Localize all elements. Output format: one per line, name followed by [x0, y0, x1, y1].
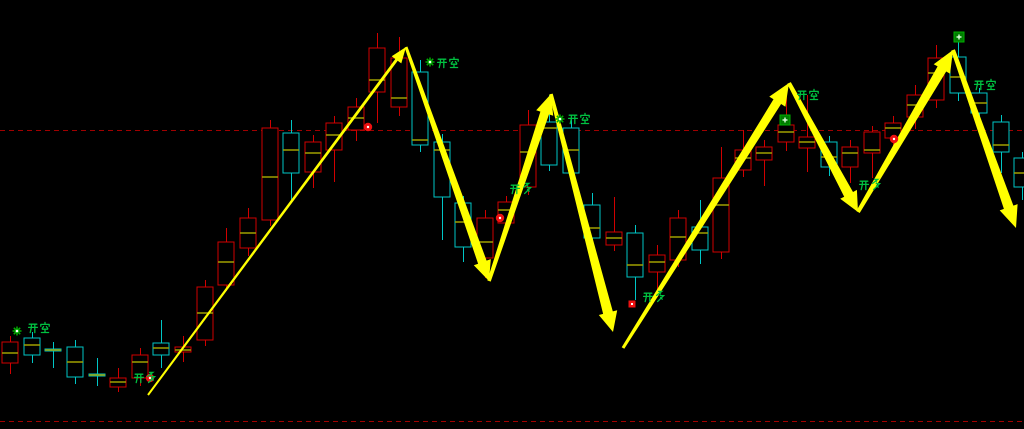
marker-center: [892, 137, 896, 141]
marker-center: [366, 125, 370, 129]
signal-label: [436, 56, 459, 69]
candle: [23, 332, 41, 363]
signal-label: [567, 112, 590, 125]
candle: [44, 342, 62, 368]
candle-body: [304, 141, 322, 173]
marker-center: [15, 329, 19, 333]
long-signal: [363, 122, 373, 132]
candle: [152, 320, 170, 368]
candle: [66, 340, 84, 384]
marker-center: [558, 117, 562, 121]
signal-label: [509, 182, 533, 195]
candle: [239, 208, 257, 256]
trend-arrow: [951, 49, 1018, 228]
long-signal: [858, 134, 899, 191]
short-signal: [779, 88, 819, 126]
candle: [261, 120, 279, 226]
label-glyph: [27, 323, 39, 334]
short-signal: [425, 56, 459, 69]
candle-body: [841, 146, 859, 168]
label-glyph: [809, 88, 819, 101]
candle-body: [949, 56, 967, 94]
long-signal: [628, 290, 666, 308]
label-glyph: [40, 321, 50, 334]
candle-body: [217, 241, 235, 286]
label-glyph: [522, 182, 533, 195]
label-glyph: [449, 56, 459, 69]
signal-label: [973, 78, 996, 91]
candle: [282, 120, 300, 202]
candle-body: [863, 131, 881, 154]
candle: [992, 115, 1010, 173]
trend-arrow: [549, 93, 618, 332]
candle: [798, 95, 816, 172]
candle: [605, 197, 623, 251]
candle-body: [261, 127, 279, 221]
trend-arrow: [147, 47, 406, 396]
candle: [1013, 152, 1024, 200]
candle-body: [648, 254, 666, 273]
candle: [863, 126, 881, 178]
candle: [755, 140, 773, 186]
candle: [196, 280, 214, 346]
label-glyph: [655, 290, 666, 303]
label-glyph: [567, 114, 579, 125]
label-glyph: [436, 58, 448, 69]
candle: [1, 336, 19, 374]
label-glyph: [133, 373, 145, 384]
candle-body: [540, 121, 558, 166]
marker-center: [498, 216, 502, 220]
label-glyph: [973, 80, 985, 91]
short-signal: [555, 112, 590, 125]
candle-body: [777, 124, 795, 143]
candle: [217, 228, 235, 291]
signal-label: [858, 178, 882, 191]
candle: [841, 140, 859, 183]
candle-body: [325, 122, 343, 151]
candle: [347, 98, 365, 141]
candle: [777, 96, 795, 151]
signal-label: [796, 88, 819, 101]
long-signal: [133, 371, 157, 384]
signal-label: [642, 290, 666, 303]
signal-label: [133, 371, 157, 384]
candle-body: [152, 342, 170, 356]
candle: [626, 225, 644, 300]
candle: [88, 358, 106, 386]
marker-center: [148, 376, 152, 380]
label-glyph: [580, 112, 590, 125]
long-signal: [495, 182, 533, 223]
candle-body: [992, 121, 1010, 153]
signal-label: [27, 321, 50, 334]
candle: [325, 116, 343, 182]
candle-body: [626, 232, 644, 278]
label-glyph: [858, 180, 870, 191]
candle: [411, 60, 429, 152]
candle: [648, 245, 666, 297]
marker-center: [631, 303, 633, 305]
label-glyph: [642, 292, 654, 303]
candle: [949, 40, 967, 101]
trend-arrow: [856, 50, 953, 213]
trend-arrow: [621, 83, 789, 349]
candle-body: [282, 132, 300, 174]
candle: [390, 37, 408, 116]
label-glyph: [796, 90, 808, 101]
candle-body: [23, 337, 41, 356]
candle: [131, 348, 149, 386]
trend-arrow: [487, 94, 554, 282]
trend-arrow: [787, 82, 858, 212]
candle: [884, 116, 902, 146]
label-glyph: [509, 184, 521, 195]
short-signal: [12, 321, 50, 336]
trend-arrow: [404, 46, 491, 281]
label-glyph: [146, 371, 157, 384]
short-signal: [953, 31, 996, 91]
label-glyph: [871, 178, 882, 191]
label-glyph: [986, 78, 996, 91]
candle: [109, 368, 127, 392]
marker-center: [428, 60, 432, 64]
